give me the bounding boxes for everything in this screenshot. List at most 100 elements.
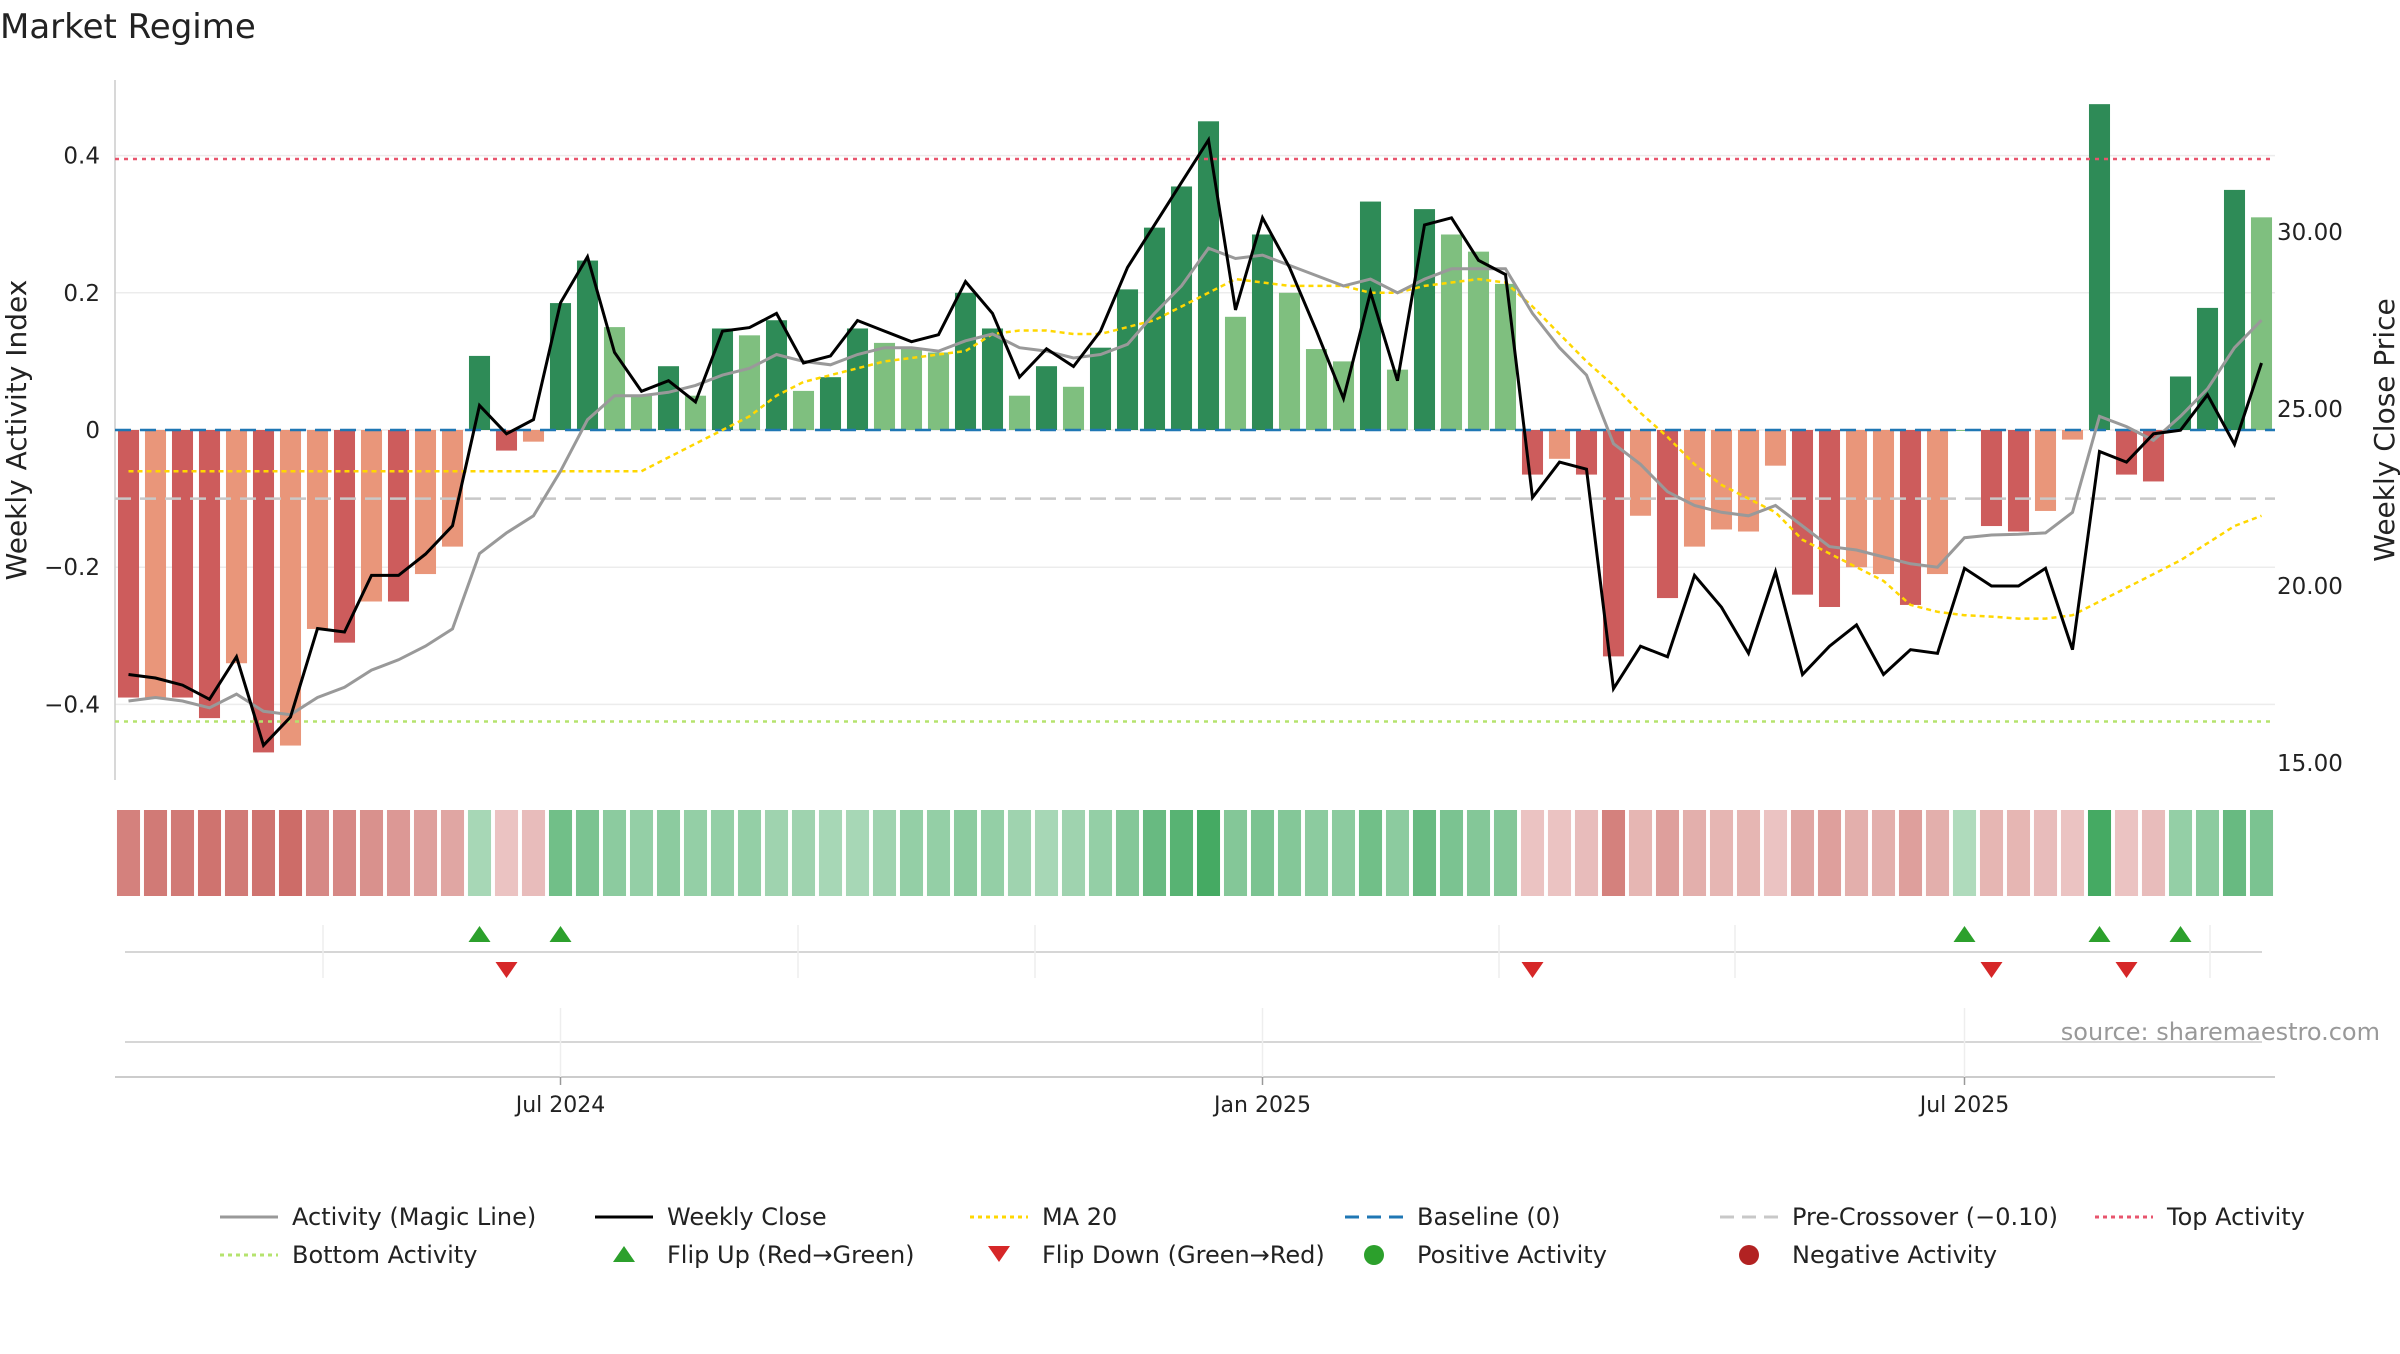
activity-bar xyxy=(2250,217,2273,430)
regime-cell xyxy=(1871,810,1896,896)
legend-item: Flip Down (Green→Red) xyxy=(988,1241,1325,1269)
activity-bar xyxy=(1116,289,1139,430)
regime-cell xyxy=(170,810,195,896)
chart-title: Market Regime xyxy=(0,7,256,47)
flip-markers-panel xyxy=(125,925,2262,978)
legend-item: Flip Up (Red→Green) xyxy=(613,1241,915,1269)
legend-item: MA 20 xyxy=(970,1203,1117,1231)
y-tick-label: 0.2 xyxy=(63,281,100,307)
activity-bar xyxy=(1413,209,1436,430)
activity-bar xyxy=(522,430,545,442)
regime-cell xyxy=(764,810,789,896)
flip-up-marker xyxy=(2169,926,2192,942)
activity-bar xyxy=(2061,430,2084,440)
regime-cell xyxy=(413,810,438,896)
regime-cell xyxy=(1844,810,1869,896)
legend-item: Activity (Magic Line) xyxy=(220,1203,536,1231)
regime-cell xyxy=(143,810,168,896)
activity-bar xyxy=(2169,376,2192,430)
regime-cell xyxy=(1709,810,1734,896)
regime-cell xyxy=(197,810,222,896)
regime-cell xyxy=(980,810,1005,896)
regime-cell xyxy=(1331,810,1356,896)
legend-label: Pre-Crossover (−0.10) xyxy=(1792,1203,2058,1231)
y-tick-label: 0 xyxy=(85,418,100,444)
regime-cell xyxy=(1547,810,1572,896)
activity-bar xyxy=(1953,430,1976,431)
activity-bar xyxy=(414,430,437,575)
activity-bar xyxy=(765,320,788,430)
regime-cell xyxy=(1223,810,1248,896)
flip-down-marker xyxy=(2115,962,2138,978)
regime-cell xyxy=(494,810,519,896)
regime-cell xyxy=(737,810,762,896)
regime-cell xyxy=(332,810,357,896)
regime-cell xyxy=(1304,810,1329,896)
regime-cell xyxy=(1169,810,1194,896)
activity-bar xyxy=(1386,369,1409,430)
regime-cell xyxy=(1250,810,1275,896)
legend-swatch xyxy=(1364,1245,1384,1265)
activity-bar xyxy=(981,328,1004,430)
regime-cell xyxy=(2249,810,2274,896)
regime-cell xyxy=(2222,810,2247,896)
regime-cell xyxy=(656,810,681,896)
regime-cell xyxy=(2168,810,2193,896)
y-tick-label: −0.4 xyxy=(44,692,100,718)
activity-bar xyxy=(1143,227,1166,430)
regime-cell xyxy=(1817,810,1842,896)
activity-bar xyxy=(171,430,194,698)
legend-item: Top Activity xyxy=(2095,1203,2305,1231)
activity-bar xyxy=(1656,430,1679,599)
regime-cell xyxy=(1763,810,1788,896)
regime-cell xyxy=(1196,810,1221,896)
regime-cell xyxy=(2141,810,2166,896)
activity-bar xyxy=(1170,186,1193,430)
legend-swatch xyxy=(988,1246,1010,1262)
regime-cell xyxy=(1493,810,1518,896)
regime-cell xyxy=(2060,810,2085,896)
regime-cell xyxy=(926,810,951,896)
y2-tick-label: 15.00 xyxy=(2277,751,2343,777)
activity-bar xyxy=(2142,430,2165,482)
regime-cell xyxy=(116,810,141,896)
legend-label: Negative Activity xyxy=(1792,1241,1997,1269)
flip-down-marker xyxy=(1980,962,2003,978)
y2-axis-label: Weekly Close Price xyxy=(2368,298,2400,561)
regime-cell xyxy=(602,810,627,896)
regime-cell xyxy=(1439,810,1464,896)
activity-bar xyxy=(1548,430,1571,459)
legend-item: Weekly Close xyxy=(595,1203,827,1231)
y-axis-label: Weekly Activity Index xyxy=(0,280,33,581)
x-tick-label: Jul 2025 xyxy=(1918,1093,2010,1118)
x-tick-label: Jan 2025 xyxy=(1212,1093,1311,1118)
regime-cell xyxy=(1925,810,1950,896)
regime-cell xyxy=(953,810,978,896)
legend-label: Baseline (0) xyxy=(1417,1203,1560,1231)
activity-bar xyxy=(2223,189,2246,430)
legend-swatch xyxy=(1739,1245,1759,1265)
regime-cell xyxy=(1520,810,1545,896)
regime-cell xyxy=(1034,810,1059,896)
regime-cell xyxy=(1628,810,1653,896)
regime-cell xyxy=(629,810,654,896)
flip-down-marker xyxy=(495,962,518,978)
regime-cell xyxy=(1682,810,1707,896)
activity-bar xyxy=(306,430,329,629)
regime-cell xyxy=(467,810,492,896)
flip-down-marker xyxy=(1521,962,1544,978)
regime-cell xyxy=(791,810,816,896)
regime-cell xyxy=(683,810,708,896)
legend-label: Flip Up (Red→Green) xyxy=(667,1241,915,1269)
activity-bar xyxy=(1494,283,1517,430)
y2-tick-label: 25.00 xyxy=(2277,397,2343,423)
activity-bar xyxy=(198,430,221,719)
regime-cell xyxy=(1115,810,1140,896)
activity-bar xyxy=(900,349,923,430)
regime-cell xyxy=(2195,810,2220,896)
activity-bar xyxy=(117,430,140,698)
activity-bar xyxy=(360,430,383,602)
regime-cell xyxy=(1898,810,1923,896)
activity-bar xyxy=(603,327,626,430)
